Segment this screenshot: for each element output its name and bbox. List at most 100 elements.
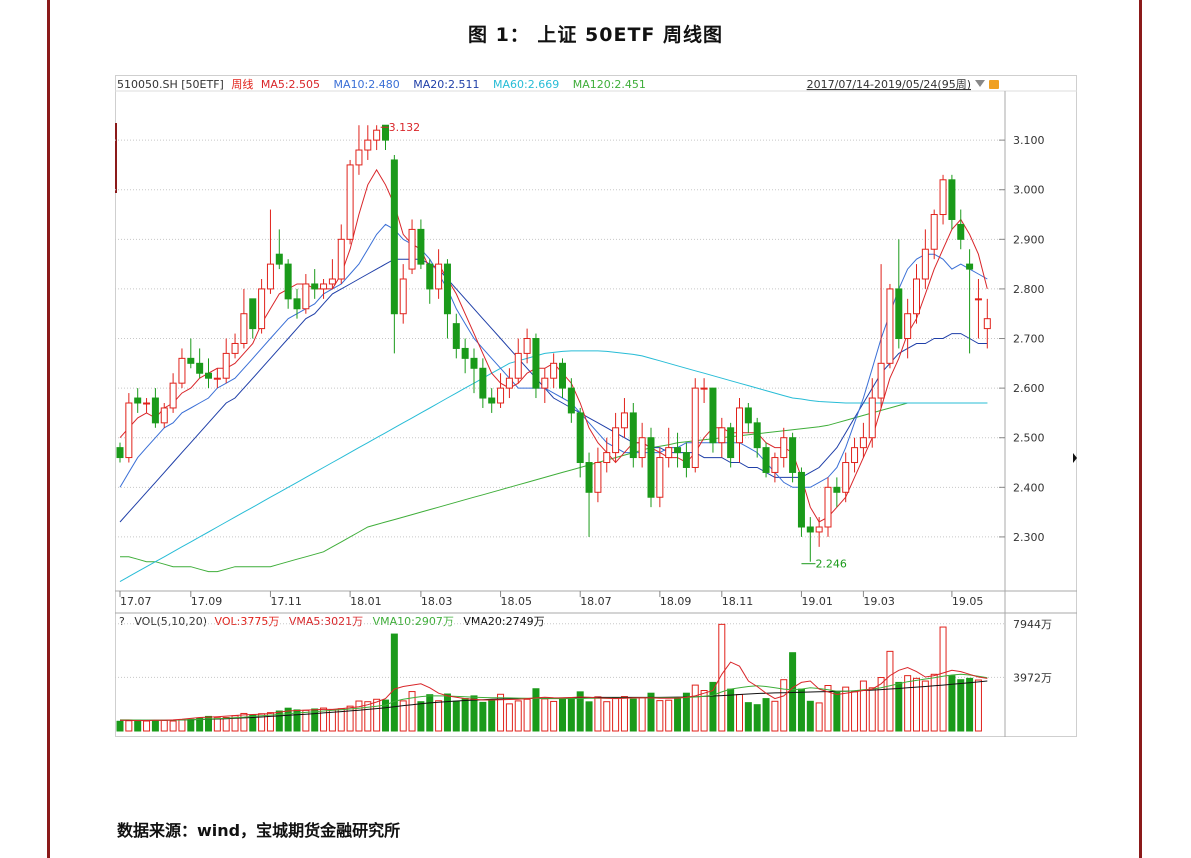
date-range[interactable]: 2017/07/14-2019/05/24(95周) [807,78,971,91]
vma5-line [119,661,988,722]
ma20-line [119,258,988,523]
volume-bar [620,696,628,732]
volume-bar [178,719,186,732]
candle-body [346,164,354,240]
candle-body [426,263,434,290]
candle-body [213,377,221,380]
volume-bar [373,698,381,732]
legend-ma10: MA10:2.480 [334,78,400,91]
candles [116,124,991,562]
dropdown-triangle-icon[interactable] [975,80,985,87]
volume-grid [115,623,1005,678]
volume-bar [311,708,319,732]
lock-icon[interactable] [989,80,999,89]
x-tick-label: 18.07 [580,595,612,608]
volume-bar [116,720,124,732]
volume-legend: ? VOL(5,10,20) VOL:3775万 VMA5:3021万 VMA1… [119,615,545,628]
candle-body [806,526,814,533]
volume-bar [576,691,584,732]
volume-bar [143,720,151,732]
candle-body [629,412,637,459]
candle-body [886,288,894,364]
candle-body [674,447,682,454]
candle-body [514,352,522,379]
volume-bar [665,699,673,732]
volume-bar [541,698,549,732]
candle-body [700,387,708,390]
volume-tick-label: 3972万 [1013,671,1052,684]
vma10-line [120,673,988,721]
candle-body [842,462,850,493]
page-border-right [1139,0,1142,858]
volume-bar [399,700,407,732]
low-label: 2.246 [815,558,847,571]
volume-bar [205,715,212,732]
candle-body [771,457,779,473]
x-tick-label: 18.09 [660,595,692,608]
candle-body [833,486,841,493]
volume-bar [532,688,540,732]
candle-body [762,447,770,473]
volume-bar [913,677,920,732]
scroll-right-icon[interactable] [1073,453,1077,463]
volume-bar [213,717,221,732]
candle-body [948,179,956,220]
stock-chart: 510050.SH [50ETF] 周线 MA5:2.505 MA10:2.48… [115,75,1077,737]
candle-body [373,129,381,141]
candle-body [488,397,496,404]
candle-body [877,362,885,399]
page-border-left [47,0,50,858]
volume-bar [222,717,230,732]
ma10-line [119,223,988,488]
candle-body [417,228,425,265]
candle-body [559,362,566,389]
candle-body [337,238,345,280]
volume-bar [284,707,292,732]
candle-body [311,283,319,290]
volume-bar [868,687,876,732]
candle-body [178,357,186,384]
vol-help: ? [119,615,125,628]
candle-body [408,228,416,270]
candle-body [196,362,204,374]
candle-body [390,159,398,315]
candle-body [868,397,876,439]
volume-bar [151,720,159,732]
candle-body [205,372,212,379]
candle-body [957,223,965,240]
volume-bar [320,707,328,732]
volume-bar [594,696,602,732]
volume-bar [966,677,974,732]
candle-body [974,298,982,301]
candle-body [382,124,389,141]
volume-bar [939,626,947,732]
x-tick-label: 19.03 [863,595,895,608]
volume-bar [753,704,761,732]
candle-body [709,387,717,444]
volume-bar [859,680,867,732]
candle-body [452,323,460,349]
volume-bar [647,692,655,732]
left-marker [115,123,117,193]
x-tick-label: 18.01 [350,595,382,608]
candle-body [302,283,310,310]
candle-body [859,437,867,449]
volume-tick-label: 7944万 [1013,618,1052,631]
candle-body [983,318,991,330]
candle-body [718,427,726,444]
volume-bar [771,700,779,732]
volume-bar [266,712,274,732]
legend-period: 周线 [231,77,253,91]
volume-bar [974,679,982,732]
candle-body [550,362,558,379]
candle-body [727,427,735,459]
candle-body [736,407,743,444]
volume-bars [116,623,982,732]
legend-ma60: MA60:2.669 [493,78,559,91]
candle-body [797,471,805,528]
volume-bar [904,675,912,732]
y-tick-label: 2.800 [1013,283,1045,296]
vol-vma10: VMA10:2907万 [373,615,454,628]
figure-title: 图 1： 上证 50ETF 周线图 [467,24,724,46]
y-tick-label: 3.100 [1013,134,1045,147]
